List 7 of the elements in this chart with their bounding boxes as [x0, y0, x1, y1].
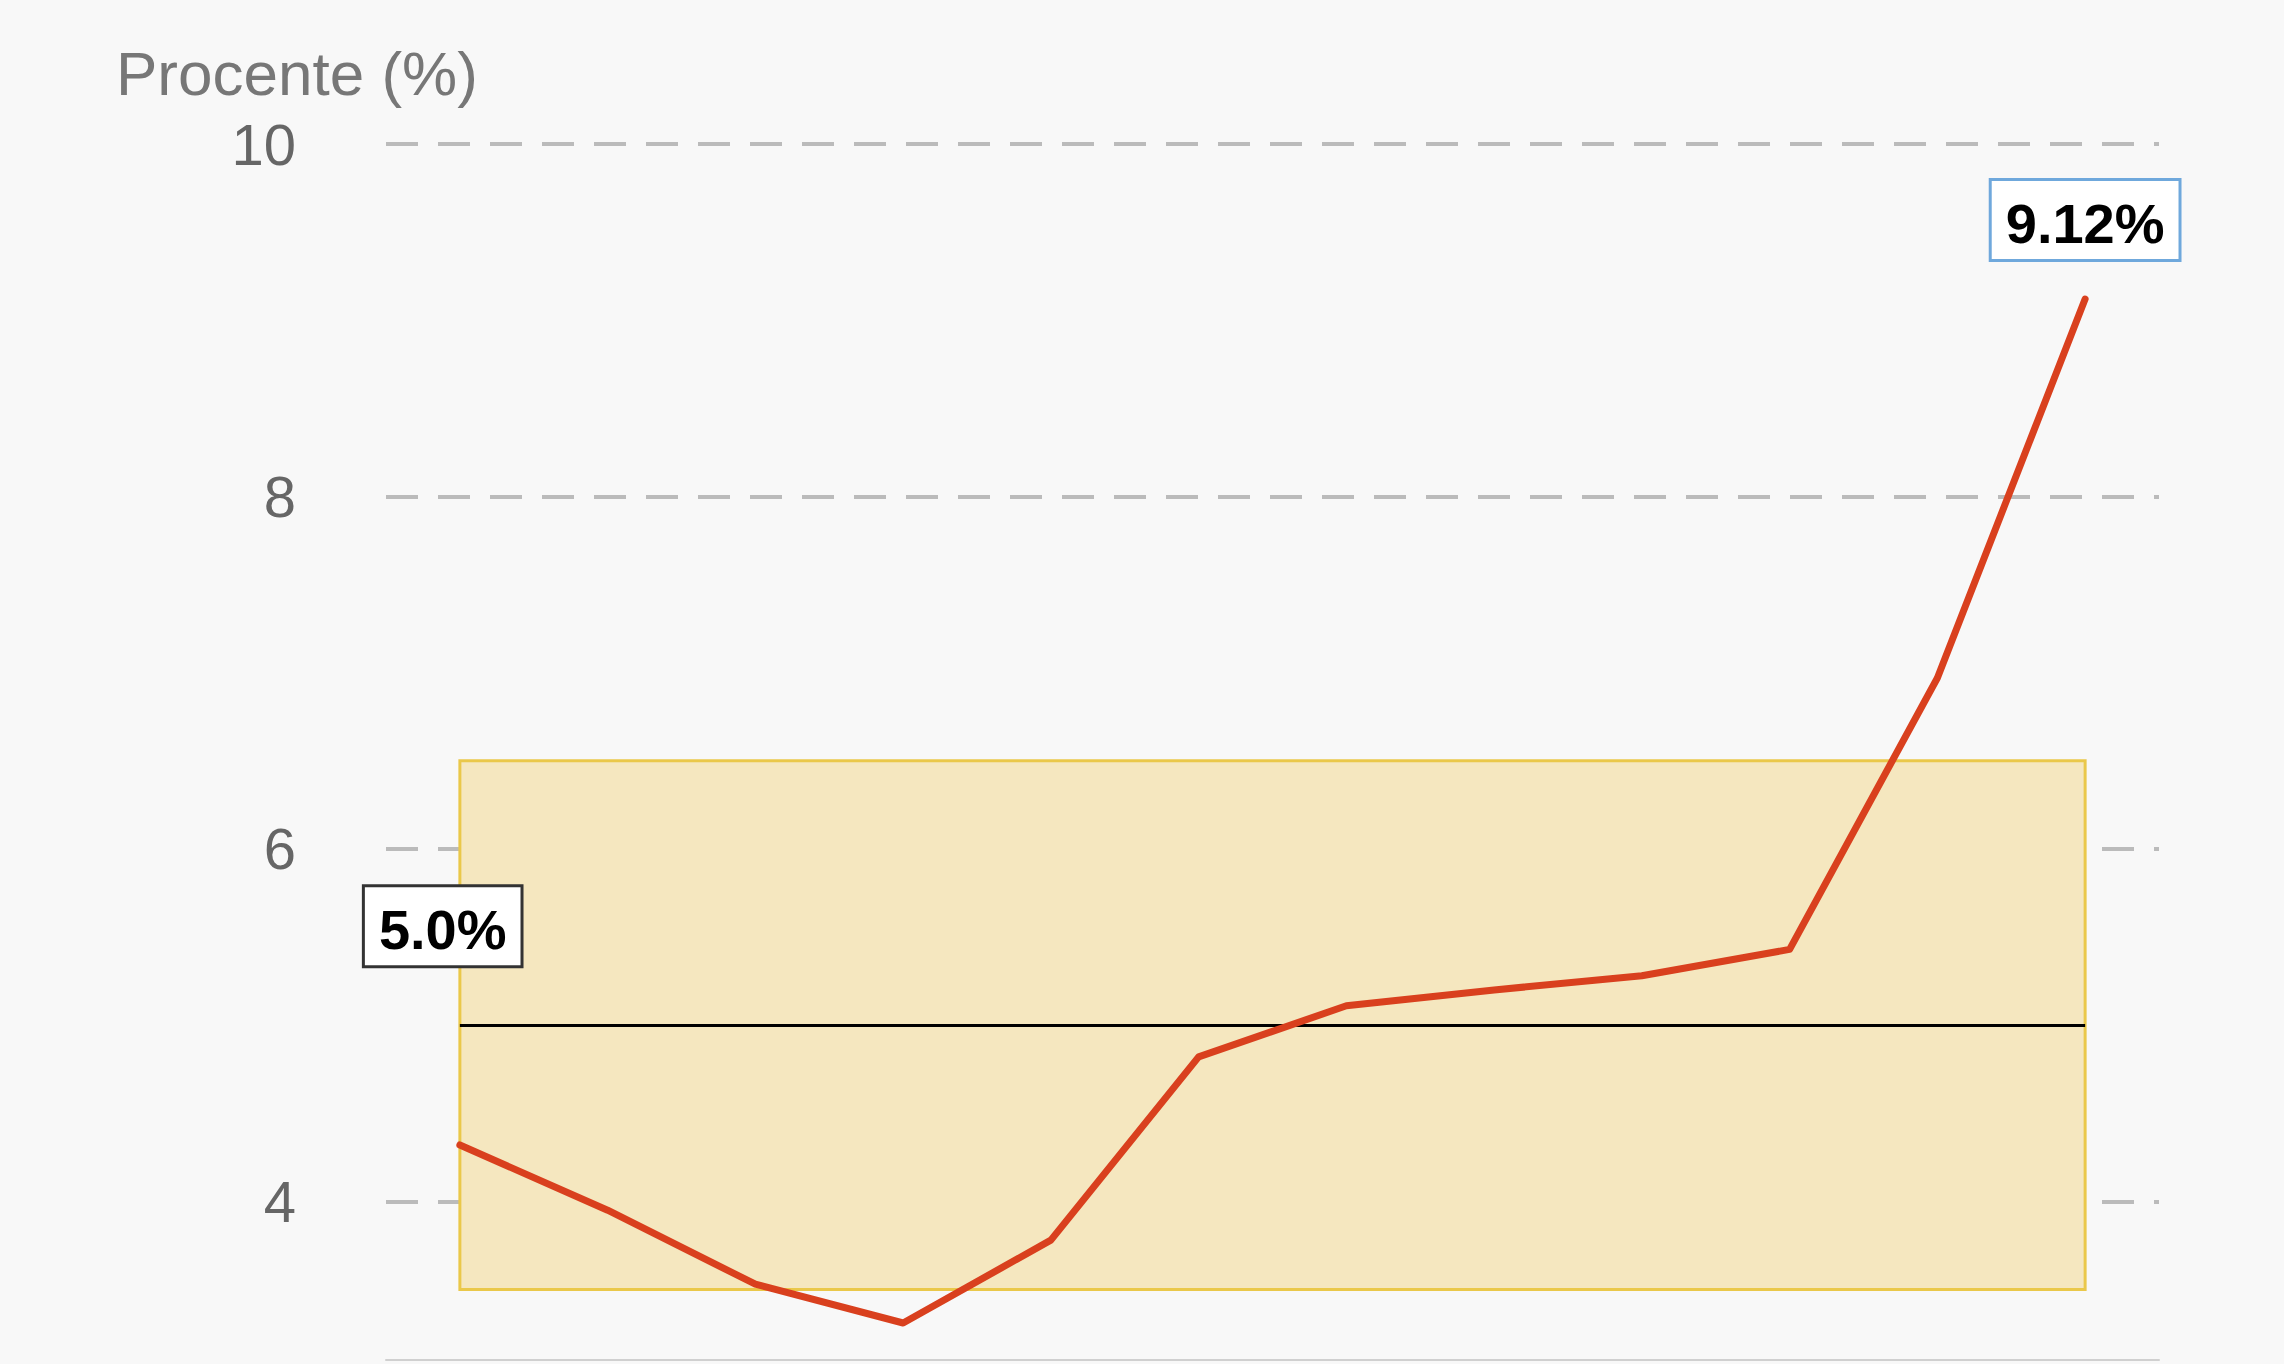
- y-tick-label: 4: [263, 1168, 296, 1234]
- y-tick-label: 6: [263, 816, 296, 882]
- y-tick-label: 10: [231, 111, 296, 177]
- data-label: 9.12%: [2005, 191, 2165, 255]
- ref-line-label: 5.0%: [378, 897, 507, 961]
- y-axis-title: Procente (%): [116, 38, 478, 108]
- y-tick-label: 8: [263, 463, 296, 529]
